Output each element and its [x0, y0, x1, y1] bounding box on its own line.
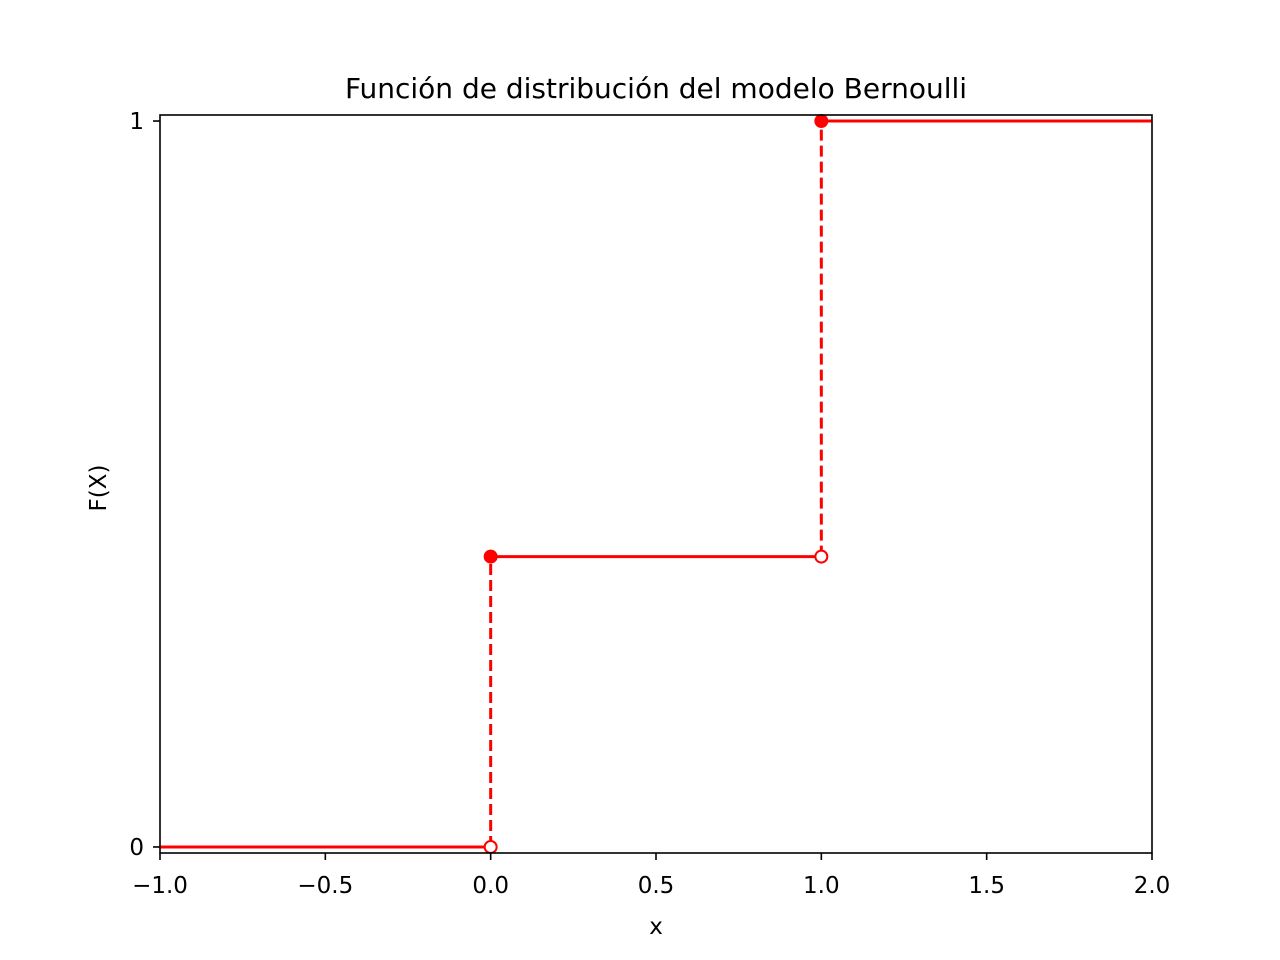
x-tick-label: −0.5	[297, 873, 353, 899]
y-axis-label: F(X)	[86, 465, 112, 512]
open-point-marker	[483, 839, 498, 854]
x-tick-label: −1.0	[132, 873, 188, 899]
open-point-marker	[814, 549, 829, 564]
x-tick-label: 2.0	[1134, 873, 1171, 899]
y-tick-label: 1	[129, 109, 144, 135]
chart-title: Función de distribución del modelo Berno…	[345, 72, 967, 105]
x-axis: −1.0 −0.5 0.0 0.5 1.0 1.5 2.0	[132, 853, 1170, 899]
closed-point-marker	[814, 114, 829, 129]
y-axis: 01	[129, 109, 160, 861]
x-tick-label: 0.5	[638, 873, 675, 899]
x-tick-label: 0.0	[472, 873, 509, 899]
x-axis-label: x	[649, 914, 663, 940]
x-tick-label: 1.0	[803, 873, 840, 899]
closed-point-marker	[483, 549, 498, 564]
x-tick-label: 1.5	[968, 873, 1005, 899]
y-tick-label: 0	[129, 835, 144, 861]
plot-area	[160, 114, 1152, 854]
